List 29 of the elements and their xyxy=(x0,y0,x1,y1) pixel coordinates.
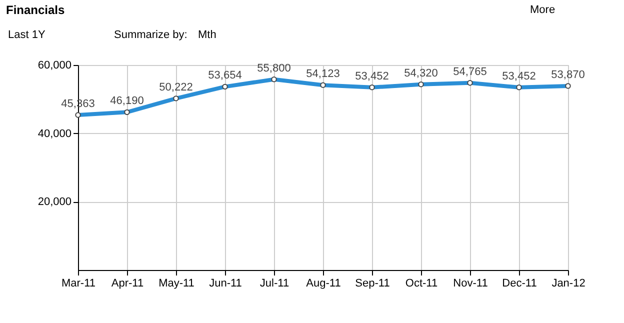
y-tick-label: 20,000 xyxy=(38,196,72,208)
data-label: 54,123 xyxy=(306,68,340,80)
x-tick-label: Apr-11 xyxy=(111,278,144,290)
x-tick-label: Dec-11 xyxy=(502,278,537,290)
data-label: 50,222 xyxy=(159,81,193,94)
y-tick-label: 40,000 xyxy=(38,128,72,140)
text: Mth xyxy=(198,29,216,41)
x-tick-label: Jan-12 xyxy=(552,278,586,290)
data-label: 53,452 xyxy=(502,70,536,82)
text: Last 1Y xyxy=(8,29,46,41)
data-label: 54,765 xyxy=(453,66,487,78)
x-tick-label: Jul-11 xyxy=(260,278,290,290)
text: Summarize by: xyxy=(114,29,188,41)
data-label: 53,654 xyxy=(208,70,242,82)
data-label: 53,452 xyxy=(355,70,389,82)
data-label: 53,870 xyxy=(551,68,585,81)
x-tick-label: Mar-11 xyxy=(61,278,96,290)
x-tick-label: Aug-11 xyxy=(306,278,341,290)
data-label: 55,800 xyxy=(257,62,291,74)
x-tick-label: Oct-11 xyxy=(405,278,438,290)
data-label: 46,190 xyxy=(110,95,144,108)
chart-title: Financials xyxy=(6,3,66,17)
x-tick-label: Nov-11 xyxy=(453,278,488,290)
x-tick-label: Jun-11 xyxy=(209,278,242,290)
y-tick-label: 60,000 xyxy=(38,60,72,72)
text: More xyxy=(530,4,556,16)
x-tick-label: May-11 xyxy=(158,278,194,290)
x-tick-label: Sep-11 xyxy=(355,278,390,290)
data-label: 54,320 xyxy=(404,67,438,80)
